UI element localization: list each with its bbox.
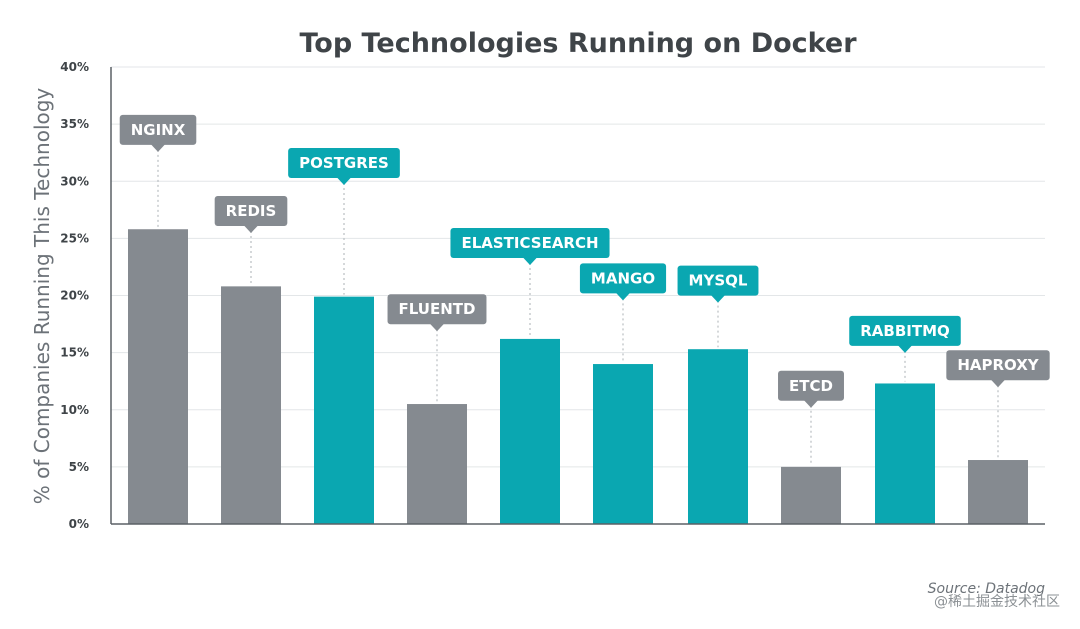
bar-label-text: ELASTICSEARCH [461, 234, 598, 252]
label-pointer [991, 379, 1005, 388]
bar-fluentd [407, 404, 467, 524]
watermark: @稀土掘金技术社区 [934, 594, 1060, 610]
bar-etcd [781, 466, 841, 524]
bar-label-mysql: MYSQL [677, 265, 759, 303]
bar-label-rabbitmq: RABBITMQ [849, 315, 961, 353]
bar-label-mango: MANGO [579, 263, 667, 301]
label-pointer [244, 225, 258, 233]
label-box [214, 195, 288, 226]
bar-postgres [314, 296, 374, 524]
bar-mango [593, 364, 653, 524]
bar-label-text: FLUENTD [399, 300, 476, 318]
label-box [288, 147, 400, 178]
bar-label-text: REDIS [226, 202, 277, 220]
bar-label-text: MANGO [591, 269, 655, 287]
bar-label-text: POSTGRES [299, 154, 389, 172]
bar-label-nginx: NGINX [119, 114, 197, 152]
y-axis-label: % of Companies Running This Technology [30, 88, 54, 505]
y-tick-label: 15% [60, 346, 89, 360]
bar-redis [221, 286, 281, 524]
label-pointer [337, 177, 351, 185]
source-note: Source: Datadog [928, 581, 1045, 597]
label-box [119, 114, 197, 145]
y-tick-label: 10% [60, 403, 89, 417]
label-pointer [523, 257, 537, 265]
bar-mysql [688, 349, 748, 524]
label-box [946, 350, 1050, 381]
label-pointer [898, 345, 912, 353]
bar-haproxy [968, 460, 1028, 524]
label-box [387, 294, 487, 325]
leader-lines [157, 149, 999, 465]
label-box [450, 227, 610, 258]
bar-label-text: ETCD [789, 377, 833, 395]
y-tick-label: 0% [69, 517, 89, 531]
y-tick-label: 30% [60, 174, 89, 188]
bar-label-text: RABBITMQ [860, 322, 950, 340]
y-tick-label: 35% [60, 117, 89, 131]
bar-label-text: MYSQL [689, 272, 748, 290]
y-tick-label: 5% [69, 460, 89, 474]
label-pointer [804, 400, 818, 408]
label-box [579, 263, 667, 294]
y-tick-label: 20% [60, 289, 89, 303]
bar-label-redis: REDIS [214, 195, 288, 233]
bars [128, 229, 1028, 525]
bar-label-postgres: POSTGRES [288, 147, 400, 185]
bar-label-haproxy: HAPROXY [946, 350, 1050, 388]
y-tick-label: 40% [60, 60, 89, 74]
label-box [677, 265, 759, 296]
bar-labels: NGINX REDIS POSTGRES FLUENTD ELASTICSEARCH MA… [119, 114, 1050, 408]
y-tick-label: 25% [60, 231, 89, 245]
label-box [778, 370, 844, 401]
bar-label-text: NGINX [131, 121, 186, 139]
bar-elasticsearch [500, 338, 560, 524]
label-box [849, 315, 961, 346]
bar-label-etcd: ETCD [778, 370, 844, 408]
bar-label-elasticsearch: ELASTICSEARCH [450, 227, 610, 265]
bar-nginx [128, 229, 188, 525]
chart-title: Top Technologies Running on Docker [299, 28, 857, 59]
bar-label-fluentd: FLUENTD [387, 294, 487, 332]
bar-rabbitmq [875, 383, 935, 524]
label-pointer [151, 144, 165, 152]
y-tick-labels: 0% 5% 10% 15% 20% 25% 30% 35% 40% [60, 60, 89, 531]
label-pointer [711, 295, 725, 303]
label-pointer [616, 292, 630, 301]
label-pointer [430, 323, 444, 332]
bar-label-text: HAPROXY [957, 356, 1039, 374]
